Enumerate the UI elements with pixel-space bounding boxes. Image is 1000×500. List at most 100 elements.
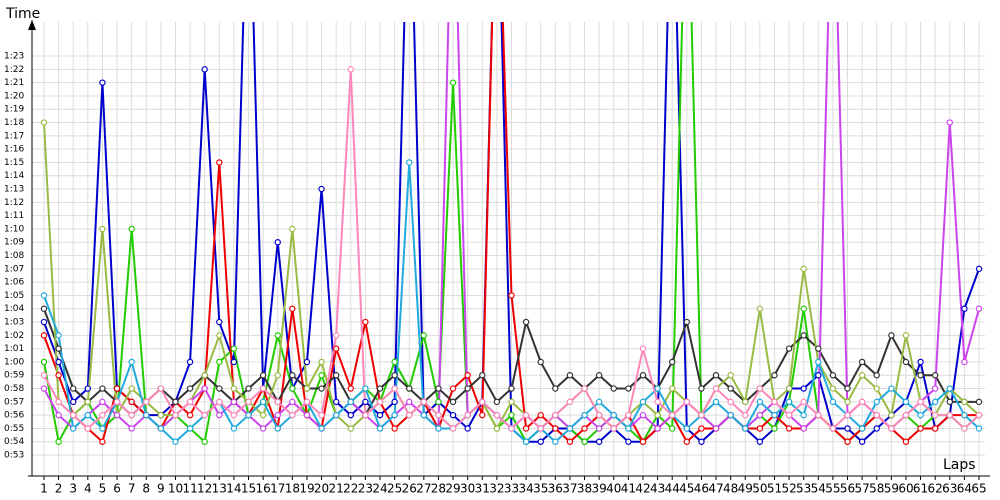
point [464, 372, 471, 379]
x-tick-label: 5 [99, 482, 107, 496]
point [698, 411, 705, 419]
point [55, 411, 62, 419]
point [683, 318, 691, 326]
point [289, 372, 296, 379]
x-tick-label: 34 [518, 482, 533, 496]
y-tick-label: 1:00 [4, 357, 24, 367]
point [581, 385, 588, 392]
point [566, 425, 574, 432]
point [537, 438, 544, 445]
point [391, 411, 398, 419]
point [946, 385, 953, 392]
point [216, 398, 223, 406]
point [742, 398, 749, 406]
point [406, 411, 413, 419]
y-tick-label: 1:15 [4, 158, 24, 168]
point [479, 411, 486, 419]
point [537, 425, 544, 432]
x-tick-label: 23 [358, 482, 373, 496]
point [844, 425, 851, 432]
point [508, 425, 515, 432]
point [464, 385, 471, 392]
point [522, 411, 530, 419]
point [40, 372, 48, 379]
point [143, 398, 150, 406]
x-tick-label: 11 [182, 482, 197, 496]
y-tick-label: 1:05 [4, 291, 24, 301]
point [493, 411, 501, 419]
point [99, 79, 106, 86]
point [406, 385, 413, 392]
y-tick-label: 1:08 [4, 251, 24, 261]
x-tick-label: 64 [957, 482, 972, 496]
x-tick-label: 20 [314, 482, 329, 496]
point [479, 372, 486, 379]
point [99, 411, 106, 419]
point [420, 411, 428, 419]
point [449, 398, 457, 406]
x-tick-label: 36 [548, 482, 563, 496]
point [712, 385, 720, 392]
point [902, 358, 910, 366]
point [186, 385, 194, 392]
point [873, 411, 880, 419]
point [40, 305, 48, 312]
point [391, 398, 398, 406]
point [610, 385, 617, 392]
point [727, 372, 734, 379]
point [274, 332, 281, 339]
point [683, 425, 691, 432]
y-tick-label: 1:02 [4, 331, 24, 341]
x-tick-label: 15 [241, 482, 256, 496]
point [683, 398, 691, 406]
point [742, 425, 749, 432]
point [508, 385, 515, 392]
point [712, 425, 720, 432]
point [946, 119, 953, 126]
y-tick-label: 0:59 [4, 371, 24, 381]
y-tick-label: 1:06 [4, 278, 24, 288]
point [902, 438, 910, 445]
point [771, 398, 778, 406]
point [84, 425, 92, 432]
point [931, 385, 939, 392]
point [844, 438, 851, 445]
point [858, 398, 866, 406]
point [669, 425, 676, 432]
y-axis-arrow [28, 20, 36, 30]
point [771, 372, 778, 379]
point [522, 438, 530, 445]
point [756, 425, 764, 432]
point [961, 425, 968, 432]
point [946, 398, 953, 406]
point [40, 385, 48, 392]
point [829, 425, 837, 432]
point [595, 411, 603, 419]
point [172, 438, 179, 445]
point [669, 385, 676, 392]
x-tick-label: 33 [504, 482, 519, 496]
point [771, 411, 778, 419]
point [727, 411, 734, 419]
x-tick-label: 53 [796, 482, 811, 496]
point [449, 385, 457, 392]
point [815, 411, 822, 419]
point [201, 411, 208, 419]
point [435, 385, 442, 392]
point [99, 225, 106, 233]
point [917, 358, 924, 366]
point [376, 411, 384, 419]
x-tick-label: 1 [40, 482, 48, 496]
x-tick-label: 9 [157, 482, 165, 496]
point [435, 425, 442, 432]
y-tick-label: 1:01 [4, 344, 24, 354]
point [917, 398, 924, 406]
point [259, 398, 267, 406]
y-axis-label: Time [5, 6, 40, 22]
point [332, 398, 340, 406]
x-axis-label: Laps [943, 457, 976, 473]
point [40, 119, 48, 126]
x-tick-label: 8 [142, 482, 150, 496]
point [289, 225, 296, 233]
point [128, 385, 135, 392]
